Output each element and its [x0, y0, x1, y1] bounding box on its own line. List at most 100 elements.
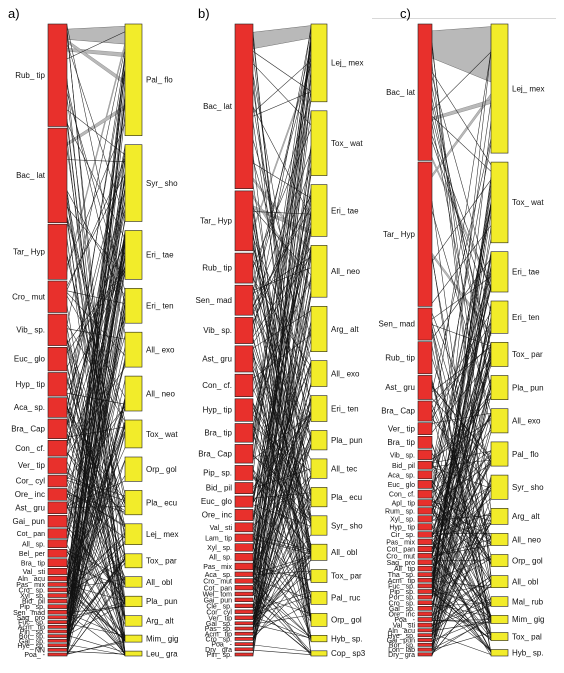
right-node-bar	[311, 459, 327, 478]
left-node-label: Cro_ mut	[12, 292, 46, 301]
right-node-label: Mim_ gig	[146, 634, 178, 643]
right-node-bar	[125, 145, 142, 222]
left-node-bar	[48, 314, 67, 346]
left-node-bar	[418, 601, 432, 605]
left-node-bar	[48, 576, 67, 581]
left-node-bar	[48, 224, 67, 279]
right-node-label: Leu_ gra	[146, 649, 178, 658]
left-node-bar	[235, 544, 253, 552]
left-node-bar	[235, 534, 253, 542]
left-node-label: Xyl_ sp.	[207, 545, 232, 552]
left-node-label: Rub_ tip	[15, 71, 45, 80]
right-node-bar	[311, 111, 327, 176]
left-node-label: Vib_ sp.	[203, 326, 232, 335]
right-node-bar	[125, 288, 142, 323]
left-node-label: Pas_ mix	[386, 539, 415, 546]
right-node-bar	[311, 544, 327, 560]
right-node-label: All_ exo	[512, 417, 541, 426]
left-node-bar	[418, 573, 432, 577]
left-node-bar	[48, 24, 67, 127]
left-node-bar	[235, 598, 253, 602]
left-node-bar	[235, 444, 253, 463]
left-node-label: Tar_ Hyp	[13, 247, 46, 256]
right-node-label: All_ neo	[512, 535, 541, 544]
left-node-label: Bid_ pil	[392, 463, 415, 470]
left-node-label: Hyp_ tip	[203, 406, 233, 415]
left-node-label: Bra_ tip	[21, 560, 45, 567]
left-node-label: Ore_ inc	[202, 511, 232, 520]
right-node-label: All_ tec	[331, 464, 357, 473]
right-node-label: Syr_ sho	[512, 483, 544, 492]
left-node-bar	[235, 523, 253, 532]
left-node-bar	[48, 128, 67, 223]
right-node-bar	[125, 524, 142, 545]
left-node-label: Gai_ pun	[13, 517, 45, 526]
right-node-label: Tox_ par	[331, 572, 362, 581]
right-node-bar	[125, 554, 142, 568]
left-node-bar	[418, 590, 432, 594]
left-node-bar	[235, 399, 253, 422]
left-node-label: Ast_ gru	[15, 503, 45, 512]
right-node-label: Orp_ gol	[512, 556, 543, 565]
left-node-bar	[418, 375, 432, 399]
left-node-label: Bra_ Cap	[198, 449, 232, 458]
left-node-label: Vib_ sp.	[16, 326, 45, 335]
left-node-bar	[235, 653, 253, 656]
left-node-bar	[418, 643, 432, 646]
right-node-label: Tox_ par	[146, 557, 177, 566]
right-node-bar	[491, 301, 508, 333]
left-node-bar	[48, 639, 67, 642]
right-node-bar	[491, 252, 508, 292]
left-node-bar	[418, 618, 432, 622]
left-node-bar	[48, 625, 67, 628]
right-node-bar	[491, 162, 508, 243]
left-node-bar	[418, 560, 432, 565]
left-node-label: Hyp_ tip	[16, 380, 46, 389]
right-node-label: All_ obl	[146, 578, 172, 587]
left-node-label: Bra_ tip	[387, 438, 415, 447]
right-node-bar	[491, 597, 508, 607]
left-node-bar	[418, 638, 432, 641]
right-node-label: Eri_ ten	[512, 313, 540, 322]
left-node-label: All_ sp.	[22, 541, 45, 548]
left-node-bar	[48, 489, 67, 501]
right-node-bar	[125, 24, 142, 136]
left-node-label: Lam_ tip	[205, 535, 232, 542]
left-node-bar	[418, 308, 432, 340]
right-node-bar	[125, 616, 142, 627]
left-node-bar	[48, 648, 67, 651]
left-node-bar	[48, 458, 67, 474]
left-node-bar	[48, 599, 67, 603]
left-node-label: Vib_ sp.	[390, 452, 415, 459]
right-node-bar	[311, 635, 327, 642]
right-node-bar	[491, 533, 508, 545]
left-node-bar	[235, 592, 253, 596]
left-node-bar	[235, 317, 253, 343]
right-node-bar	[125, 231, 142, 280]
right-node-label: Arg_ alt	[331, 325, 359, 334]
left-node-bar	[48, 559, 67, 567]
left-node-bar	[48, 549, 67, 557]
right-node-label: Hyb_ sp.	[512, 649, 544, 658]
right-node-bar	[125, 490, 142, 514]
left-node-bar	[418, 653, 432, 656]
left-node-label: Pip_ sp.	[203, 468, 232, 477]
right-node-label: Pal_ flo	[146, 76, 173, 85]
right-node-bar	[125, 457, 142, 481]
right-node-label: Arg_ alt	[512, 512, 540, 521]
left-node-label: Rum_ sp.	[385, 509, 415, 516]
left-node-bar	[48, 610, 67, 614]
right-node-label: Mim_ gig	[512, 615, 544, 624]
left-node-bar	[418, 532, 432, 538]
left-node-label: Con_ cf.	[15, 444, 45, 453]
left-node-bar	[418, 648, 432, 651]
left-node-label: Ver_ tip	[18, 461, 46, 470]
left-node-bar	[418, 606, 432, 610]
left-node-bar	[235, 637, 253, 640]
left-node-bar	[418, 584, 432, 588]
left-node-label: Bac_ lat	[386, 88, 416, 97]
right-node-label: All_ exo	[331, 369, 360, 378]
right-node-label: Pla_ ecu	[146, 498, 177, 507]
right-node-bar	[311, 651, 327, 656]
